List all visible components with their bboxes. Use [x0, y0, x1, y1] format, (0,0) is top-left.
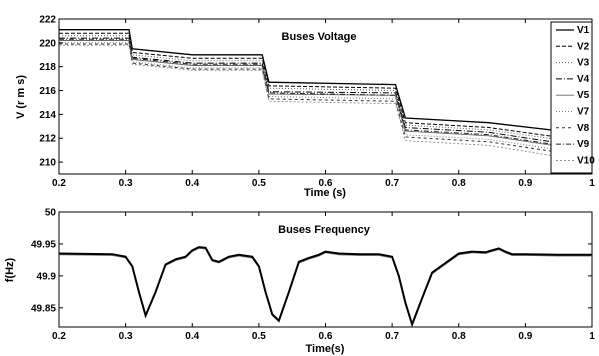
voltage-series-line-v1	[59, 29, 593, 136]
y-tick-label: 49.9	[37, 271, 57, 282]
legend-label-v10: V10	[577, 155, 595, 166]
x-tick-label: 0.4	[185, 178, 199, 189]
y-tick-label: 216	[39, 86, 56, 97]
x-tick-label: 1	[589, 331, 595, 342]
legend-label-v3: V3	[577, 58, 590, 69]
x-tick-label: 0.5	[252, 178, 266, 189]
legend-label-v9: V9	[577, 139, 590, 150]
voltage-legend-box	[550, 21, 593, 174]
voltage-series-line-v9	[59, 38, 593, 151]
y-tick-label: 50	[45, 208, 57, 219]
x-tick-label: 1	[589, 178, 595, 189]
x-tick-label: 0.5	[252, 331, 266, 342]
legend-label-v1: V1	[577, 25, 590, 36]
y-tick-label: 214	[39, 110, 56, 121]
x-tick-label: 0.7	[385, 178, 399, 189]
frequency-x-axis-label: Time(s)	[306, 343, 345, 355]
x-tick-label: 0.6	[319, 178, 333, 189]
frequency-chart-title: Buses Frequency	[278, 224, 371, 236]
y-tick-label: 49.85	[31, 303, 56, 314]
frequency-y-axis-label: f(Hz)	[4, 257, 16, 282]
x-tick-label: 0.7	[385, 331, 399, 342]
frequency-y-ticks: 49.85 49.9 49.95 50	[31, 208, 592, 314]
frequency-series-line	[58, 246, 592, 328]
voltage-series-group	[59, 29, 593, 163]
x-tick-label: 0.8	[452, 331, 466, 342]
y-tick-label: 49.95	[31, 239, 56, 250]
x-tick-label: 0.9	[518, 178, 532, 189]
y-tick-label: 220	[39, 38, 56, 49]
x-tick-label: 0.4	[185, 331, 199, 342]
y-tick-label: 210	[39, 158, 56, 169]
x-tick-label: 0.8	[452, 178, 466, 189]
frequency-chart: 0.2 0.3 0.4 0.5 0.6 0.7 0.8 0.9 1 49.85 49.9 49.95…	[4, 208, 595, 356]
frequency-x-ticks: 0.2 0.3 0.4 0.5 0.6 0.7 0.8 0.9 1	[52, 212, 595, 342]
x-tick-label: 0.9	[518, 331, 532, 342]
voltage-chart-title: Buses Voltage	[282, 31, 357, 43]
voltage-series-line-v2	[59, 32, 593, 143]
legend-label-v4: V4	[577, 74, 590, 85]
x-tick-label: 0.6	[319, 331, 333, 342]
x-tick-label: 0.3	[119, 178, 133, 189]
voltage-y-axis-label: V (r m s)	[15, 75, 27, 119]
y-tick-label: 218	[39, 62, 56, 73]
voltage-chart: 0.2 0.3 0.4 0.5 0.6 0.7 0.8 0.9 1 21021221421621…	[15, 15, 595, 200]
legend-label-v7: V7	[577, 107, 590, 118]
y-tick-label: 222	[39, 15, 56, 26]
y-tick-label: 212	[39, 134, 56, 145]
voltage-series-line-v10	[59, 44, 593, 163]
x-tick-label: 0.2	[52, 178, 66, 189]
legend-label-v5: V5	[577, 90, 590, 101]
voltage-plot-frame	[58, 18, 593, 175]
frequency-series-group	[58, 246, 592, 328]
legend-label-v2: V2	[577, 41, 590, 52]
voltage-x-axis-label: Time (s)	[304, 187, 346, 199]
legend-label-v8: V8	[577, 123, 590, 134]
voltage-legend: V1 V2 V3 V4 V5 V7 V8 V9 V10	[550, 21, 595, 174]
voltage-series-line-v7	[59, 42, 593, 156]
x-tick-label: 0.2	[52, 331, 66, 342]
voltage-y-ticks: 210 212 214 216 218 220 222	[39, 15, 592, 169]
x-tick-label: 0.3	[119, 331, 133, 342]
voltage-x-ticks: 0.2 0.3 0.4 0.5 0.6 0.7 0.8 0.9 1	[52, 19, 595, 189]
